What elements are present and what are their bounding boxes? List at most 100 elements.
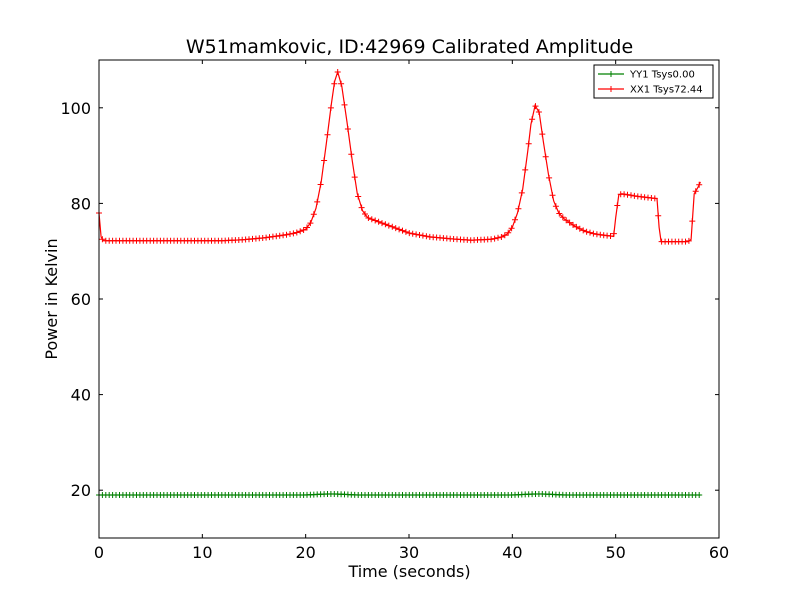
data-point-xx1-tsys72-44 [576,225,583,232]
data-point-xx1-tsys72-44 [542,153,549,160]
data-point-xx1-tsys72-44 [580,227,587,234]
y-tick-label: 80 [71,194,91,213]
data-point-xx1-tsys72-44 [491,235,498,242]
data-point-xx1-tsys72-44 [375,218,382,225]
y-axis-label: Power in Kelvin [42,238,61,359]
data-point-xx1-tsys72-44 [621,191,628,198]
data-point-xx1-tsys72-44 [546,174,553,181]
data-point-xx1-tsys72-44 [525,140,532,147]
data-point-xx1-tsys72-44 [341,101,348,108]
data-point-xx1-tsys72-44 [358,204,365,211]
data-point-xx1-tsys72-44 [416,232,423,238]
data-point-xx1-tsys72-44 [692,188,699,195]
data-point-xx1-tsys72-44 [297,228,304,235]
data-point-xx1-tsys72-44 [628,192,634,199]
data-point-xx1-tsys72-44 [587,229,593,236]
data-point-xx1-tsys72-44 [522,166,529,173]
data-point-xx1-tsys72-44 [379,220,385,227]
data-point-xx1-tsys72-44 [317,181,324,188]
y-tick-label: 100 [60,99,91,118]
data-point-xx1-tsys72-44 [355,193,362,200]
data-point-xx1-tsys72-44 [689,218,696,225]
data-point-xx1-tsys72-44 [396,226,403,233]
data-point-xx1-tsys72-44 [331,80,338,87]
legend: YY1 Tsys0.00 XX1 Tsys72.44 [593,64,714,99]
data-point-xx1-tsys72-44 [413,231,420,238]
data-point-xx1-tsys72-44 [283,231,290,238]
data-point-xx1-tsys72-44 [307,220,314,227]
data-point-xx1-tsys72-44 [488,236,495,243]
data-point-xx1-tsys72-44 [508,225,515,232]
data-point-xx1-tsys72-44 [682,238,689,245]
plot-area [96,59,720,539]
data-point-xx1-tsys72-44 [610,230,617,237]
data-point-xx1-tsys72-44 [423,233,430,240]
data-point-xx1-tsys72-44 [518,189,525,196]
data-point-xx1-tsys72-44 [368,216,375,223]
data-point-xx1-tsys72-44 [344,126,351,132]
data-point-xx1-tsys72-44 [406,230,413,237]
data-point-xx1-tsys72-44 [505,229,512,236]
data-point-xx1-tsys72-44 [590,230,597,237]
data-point-xx1-tsys72-44 [532,103,539,110]
chart-title: W51mamkovic, ID:42969 Calibrated Amplitu… [186,36,633,58]
plot-background [99,60,719,538]
data-point-xx1-tsys72-44 [334,69,341,75]
data-point-xx1-tsys72-44 [570,221,576,228]
ticks-layer: 0 10 20 30 40 50 60 20 40 60 80 100 [60,60,729,562]
data-point-xx1-tsys72-44 [399,227,406,234]
data-point-xx1-tsys72-44 [549,192,556,199]
data-point-xx1-tsys72-44 [304,224,310,231]
data-point-yy1-tsys0-00 [696,492,703,498]
x-tick-label: 30 [399,543,419,562]
data-point-xx1-tsys72-44 [419,232,426,239]
data-point-xx1-tsys72-44 [583,228,590,235]
legend-marker [608,71,614,77]
data-point-xx1-tsys72-44 [501,232,508,239]
data-point-xx1-tsys72-44 [290,230,297,237]
data-point-xx1-tsys72-44 [495,234,501,241]
data-point-xx1-tsys72-44 [552,203,559,210]
x-tick-label: 40 [502,543,522,562]
series-layer [96,69,703,498]
x-tick-label: 50 [605,543,625,562]
data-point-xx1-tsys72-44 [655,212,662,219]
data-point-xx1-tsys72-44 [348,151,355,158]
data-point-xx1-tsys72-44 [696,181,703,188]
data-point-xx1-tsys72-44 [535,109,542,115]
x-tick-label: 60 [709,543,729,562]
data-point-xx1-tsys72-44 [362,211,368,217]
legend-box [593,64,714,99]
x-tick-label: 0 [94,543,104,562]
data-point-xx1-tsys72-44 [351,174,358,181]
data-point-xx1-tsys72-44 [324,131,331,138]
legend-entries: YY1 Tsys0.00 XX1 Tsys72.44 [598,70,703,96]
data-point-xx1-tsys72-44 [365,215,372,221]
data-point-xx1-tsys72-44 [685,237,692,244]
data-point-xx1-tsys72-44 [515,205,522,212]
data-point-xx1-tsys72-44 [559,214,566,221]
y-tick-label: 20 [71,481,91,500]
legend-marker [608,86,614,92]
y-tick-label: 60 [71,290,91,309]
data-point-xx1-tsys72-44 [382,221,389,228]
x-axis-label: Time (seconds) [347,562,470,581]
legend-label: YY1 Tsys0.00 [629,70,695,81]
x-tick-label: 20 [295,543,315,562]
data-point-xx1-tsys72-44 [389,223,396,230]
data-point-xx1-tsys72-44 [327,104,334,111]
data-point-xx1-tsys72-44 [614,202,621,209]
data-point-xx1-tsys72-44 [338,80,345,87]
data-point-xx1-tsys72-44 [300,227,307,233]
data-point-xx1-tsys72-44 [539,131,546,138]
data-point-xx1-tsys72-44 [314,198,321,205]
data-point-xx1-tsys72-44 [287,231,293,237]
data-point-xx1-tsys72-44 [392,225,399,232]
legend-label: XX1 Tsys72.44 [630,85,703,96]
data-point-xx1-tsys72-44 [385,222,392,229]
data-point-xx1-tsys72-44 [402,228,409,235]
data-point-xx1-tsys72-44 [293,229,300,236]
data-point-xx1-tsys72-44 [321,157,328,164]
data-point-xx1-tsys72-44 [556,210,563,217]
